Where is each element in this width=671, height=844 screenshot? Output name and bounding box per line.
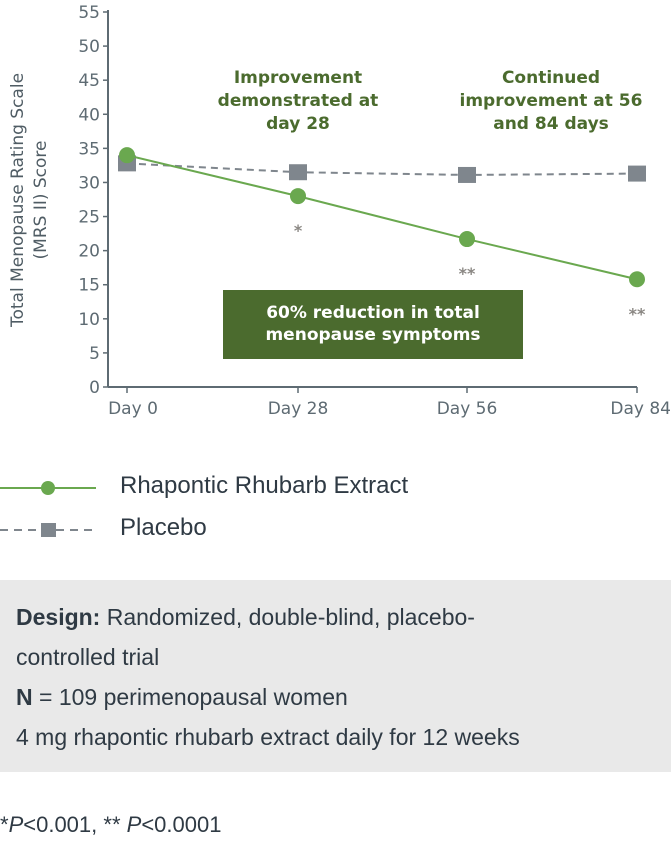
svg-text:improvement at 56: improvement at 56 <box>460 91 643 111</box>
placebo-marker <box>628 165 646 182</box>
line-chart: 0 5 10 15 20 25 30 35 40 45 50 55 Day 0 Day 28 Day 56… <box>8 3 671 419</box>
y-tick-label: 30 <box>78 173 100 193</box>
footnote: *P<0.001, ** P<0.0001 <box>0 812 221 838</box>
x-tick-label: Day 56 <box>437 399 498 419</box>
n-text: = 109 perimenopausal women <box>32 684 348 710</box>
legend-square-dashed-icon <box>0 523 96 537</box>
y-tick-label: 40 <box>78 105 100 125</box>
svg-text:Continued: Continued <box>502 68 600 88</box>
y-tick-label: 35 <box>78 139 100 159</box>
y-tick-label: 0 <box>89 378 100 398</box>
y-axis: 0 5 10 15 20 25 30 35 40 45 50 55 <box>78 3 109 398</box>
legend-label: Rhapontic Rhubarb Extract <box>120 472 409 499</box>
annotations: Improvement demonstrated at day 28 Continue… <box>218 68 643 134</box>
legend-label: Placebo <box>120 514 207 541</box>
svg-text:menopause symptoms: menopause symptoms <box>265 325 480 345</box>
legend-item-treatment: Rhapontic Rhubarb Extract <box>0 470 671 506</box>
study-design-box: Design: Randomized, double-blind, placeb… <box>0 580 671 772</box>
svg-text:**: ** <box>629 304 646 323</box>
y-tick-label: 45 <box>78 71 100 91</box>
n-line: N = 109 perimenopausal women <box>16 684 348 711</box>
svg-text:day 28: day 28 <box>266 114 330 134</box>
significance-markers: ***** <box>294 221 646 323</box>
treatment-marker <box>119 147 135 164</box>
legend-item-placebo: Placebo <box>0 512 671 548</box>
svg-text:**: ** <box>459 264 476 283</box>
design-label: Design: <box>16 604 101 630</box>
svg-text:Total Menopause Rating Scale(M: Total Menopause Rating Scale (MRS II) Sco… <box>8 73 51 328</box>
footnote-value: <0.0001 <box>141 812 222 837</box>
treatment-marker <box>629 271 645 288</box>
y-tick-label: 20 <box>78 242 100 262</box>
y-axis-label: Total Menopause Rating Scale (MRS II) Sco… <box>8 73 51 328</box>
design-line: Design: Randomized, double-blind, placeb… <box>16 604 475 631</box>
svg-text:60% reduction in total: 60% reduction in total <box>266 303 480 323</box>
design-line-cont: controlled trial <box>16 644 160 670</box>
footnote-value: <0.001, ** <box>23 812 127 837</box>
n-label: N <box>16 684 33 710</box>
data-series <box>118 147 646 288</box>
y-tick-label: 50 <box>78 37 100 57</box>
x-tick-label: Day 84 <box>610 399 671 419</box>
y-tick-label: 25 <box>78 208 100 228</box>
y-tick-label: 55 <box>78 3 100 23</box>
treatment-marker <box>459 231 475 248</box>
y-tick-label: 15 <box>78 276 100 296</box>
svg-text:Improvement: Improvement <box>234 68 362 88</box>
footnote-p: P <box>8 812 24 837</box>
y-tick-label: 10 <box>78 310 100 330</box>
footnote-p: P <box>126 812 142 837</box>
x-axis: Day 0 Day 28 Day 56 Day 84 <box>108 386 671 419</box>
svg-text:demonstrated at: demonstrated at <box>218 91 379 111</box>
svg-text:and 84 days: and 84 days <box>493 114 609 134</box>
placebo-marker <box>289 164 307 181</box>
legend-circle-line-icon <box>0 481 96 495</box>
placebo-marker <box>458 166 476 183</box>
footnote-star: * <box>0 812 9 837</box>
x-tick-label: Day 0 <box>108 399 158 419</box>
x-tick-label: Day 28 <box>268 399 329 419</box>
svg-text:*: * <box>294 221 303 240</box>
treatment-marker <box>290 188 306 205</box>
design-text: Randomized, double-blind, placebo- <box>100 604 475 630</box>
y-tick-label: 5 <box>89 344 100 364</box>
dose-line: 4 mg rhapontic rhubarb extract daily for… <box>16 724 520 750</box>
